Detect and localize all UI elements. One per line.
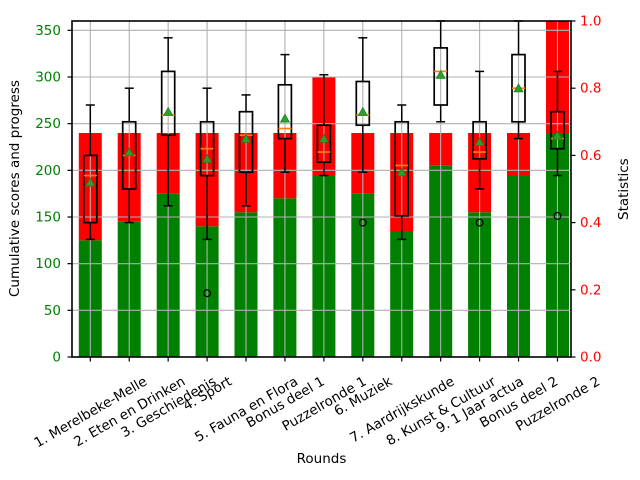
- boxplot-box: [277, 83, 293, 140]
- boxplot-mean-marker: [474, 137, 485, 147]
- boxplot-box: [160, 70, 176, 137]
- y-tick-label-left: 200: [35, 163, 61, 179]
- y-axis-label-right: Statistics: [616, 158, 632, 220]
- y-tick-label-left: 0: [52, 350, 61, 366]
- boxplot-mean-marker: [552, 130, 563, 140]
- boxplot-mean-marker: [357, 106, 368, 116]
- boxplot-box: [394, 120, 410, 217]
- y-tick-label-left: 50: [44, 303, 61, 319]
- boxplot-flier: [553, 211, 562, 220]
- boxplot-mean-marker: [85, 177, 96, 187]
- boxplot-mean-marker: [124, 147, 135, 157]
- y-tick-label-right: 1.0: [580, 14, 601, 30]
- boxplot-box: [550, 110, 565, 150]
- boxplot-mean-marker: [279, 113, 291, 123]
- boxplot-mean-marker: [201, 153, 213, 163]
- boxplot-box: [472, 120, 487, 160]
- y-tick-label-right: 0.4: [580, 215, 601, 231]
- y-tick-label-left: 150: [35, 210, 61, 226]
- y-tick-label-right: 0.6: [580, 148, 601, 164]
- boxplot-mean-marker: [163, 106, 174, 116]
- y-tick-label-right: 0.8: [580, 81, 601, 97]
- boxplot-box: [355, 80, 371, 127]
- boxplot-box: [316, 124, 332, 164]
- boxplot-box: [82, 154, 98, 224]
- y-tick-label-left: 350: [35, 23, 61, 39]
- boxplot-mean-marker: [513, 83, 524, 93]
- boxplot-mean-marker: [318, 133, 329, 143]
- y-tick-label-left: 100: [35, 256, 61, 272]
- y-tick-label-left: 250: [35, 116, 61, 132]
- y-tick-label-left: 300: [35, 70, 61, 86]
- boxplot-box: [433, 47, 449, 106]
- boxplot-mean-marker: [240, 133, 252, 143]
- y-tick-label-right: 0.0: [580, 350, 601, 366]
- axes-spine: [71, 20, 572, 358]
- boxplot-flier: [203, 289, 212, 298]
- boxplot-mean-marker: [435, 69, 446, 79]
- x-axis-label: Rounds: [296, 451, 347, 467]
- boxplot-flier: [475, 218, 484, 227]
- boxplot-mean-marker: [396, 167, 407, 177]
- y-tick-label-right: 0.2: [580, 282, 601, 298]
- boxplot-box: [238, 110, 254, 174]
- y-axis-label-left: Cumulative scores and progress: [7, 80, 23, 298]
- boxplot-flier: [358, 218, 367, 227]
